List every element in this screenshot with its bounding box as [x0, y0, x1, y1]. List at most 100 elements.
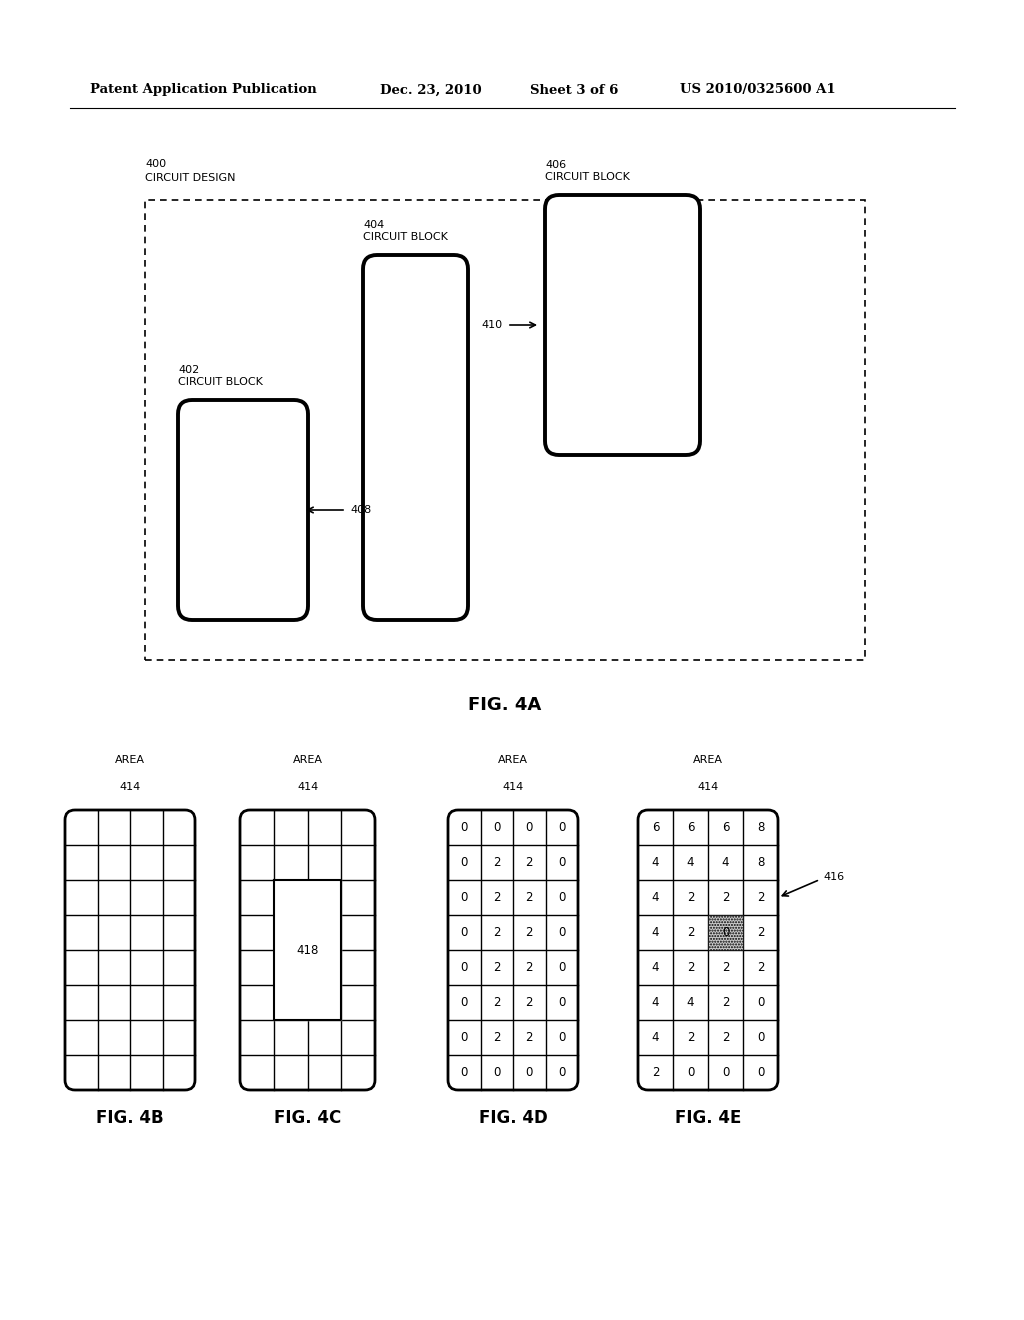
Text: AREA: AREA: [115, 755, 145, 766]
Text: 400: 400: [145, 158, 166, 169]
Text: AREA: AREA: [693, 755, 723, 766]
Text: 0: 0: [558, 961, 565, 974]
Text: FIG. 4B: FIG. 4B: [96, 1109, 164, 1127]
Text: FIG. 4C: FIG. 4C: [274, 1109, 342, 1127]
Text: AREA: AREA: [498, 755, 528, 766]
Text: CIRCUIT BLOCK: CIRCUIT BLOCK: [178, 378, 263, 387]
Text: 0: 0: [525, 1067, 532, 1078]
Text: 414: 414: [697, 781, 719, 792]
FancyBboxPatch shape: [362, 255, 468, 620]
Bar: [145, 201, 865, 660]
Text: 2: 2: [722, 961, 729, 974]
Text: 2: 2: [687, 1031, 694, 1044]
Text: 4: 4: [722, 855, 729, 869]
Text: 0: 0: [461, 821, 468, 834]
Text: 2: 2: [525, 997, 534, 1008]
Text: 0: 0: [461, 1031, 468, 1044]
Text: 404: 404: [362, 220, 384, 230]
FancyBboxPatch shape: [178, 400, 308, 620]
Text: 0: 0: [558, 891, 565, 904]
Text: 0: 0: [494, 1067, 501, 1078]
FancyBboxPatch shape: [638, 810, 778, 1090]
FancyBboxPatch shape: [545, 195, 700, 455]
Text: 2: 2: [525, 855, 534, 869]
Text: 414: 414: [120, 781, 140, 792]
Text: 4: 4: [651, 961, 659, 974]
FancyBboxPatch shape: [449, 810, 578, 1090]
Text: 8: 8: [757, 855, 764, 869]
FancyBboxPatch shape: [65, 810, 195, 1090]
Text: 410: 410: [482, 319, 503, 330]
Text: 6: 6: [687, 821, 694, 834]
Text: 0: 0: [461, 1067, 468, 1078]
Text: 2: 2: [525, 891, 534, 904]
Text: CIRCUIT DESIGN: CIRCUIT DESIGN: [145, 173, 236, 183]
Text: 2: 2: [493, 927, 501, 939]
Text: 4: 4: [651, 997, 659, 1008]
Text: FIG. 4D: FIG. 4D: [478, 1109, 548, 1127]
Text: 0: 0: [494, 821, 501, 834]
Text: 0: 0: [461, 855, 468, 869]
Text: 0: 0: [722, 1067, 729, 1078]
Text: 414: 414: [503, 781, 523, 792]
Text: 4: 4: [651, 1031, 659, 1044]
Text: 0: 0: [687, 1067, 694, 1078]
Text: 2: 2: [722, 997, 729, 1008]
Text: 0: 0: [558, 927, 565, 939]
Text: 0: 0: [525, 821, 532, 834]
Text: 0: 0: [461, 927, 468, 939]
Text: 0: 0: [558, 1067, 565, 1078]
Text: 0: 0: [722, 927, 729, 939]
Text: 0: 0: [558, 1031, 565, 1044]
Text: 2: 2: [687, 891, 694, 904]
Text: 2: 2: [687, 961, 694, 974]
Text: 406: 406: [545, 160, 566, 170]
Text: 416: 416: [823, 873, 844, 883]
Text: 418: 418: [296, 944, 318, 957]
Text: CIRCUIT BLOCK: CIRCUIT BLOCK: [362, 232, 447, 242]
Text: 0: 0: [757, 1067, 764, 1078]
Text: 4: 4: [651, 891, 659, 904]
Text: 2: 2: [757, 961, 764, 974]
Text: 0: 0: [461, 891, 468, 904]
Text: 2: 2: [493, 961, 501, 974]
FancyBboxPatch shape: [240, 810, 375, 1090]
Text: 2: 2: [525, 961, 534, 974]
Text: 8: 8: [757, 821, 764, 834]
Bar: [708, 915, 743, 950]
Text: 2: 2: [722, 1031, 729, 1044]
Text: US 2010/0325600 A1: US 2010/0325600 A1: [680, 83, 836, 96]
Text: 4: 4: [687, 997, 694, 1008]
Text: 0: 0: [558, 821, 565, 834]
Text: 4: 4: [687, 855, 694, 869]
Text: 2: 2: [493, 1031, 501, 1044]
Text: FIG. 4E: FIG. 4E: [675, 1109, 741, 1127]
Text: Patent Application Publication: Patent Application Publication: [90, 83, 316, 96]
Text: 2: 2: [493, 997, 501, 1008]
Text: 0: 0: [461, 961, 468, 974]
Text: 4: 4: [651, 927, 659, 939]
Text: FIG. 4A: FIG. 4A: [468, 696, 542, 714]
Text: 4: 4: [651, 855, 659, 869]
Text: 6: 6: [722, 821, 729, 834]
Text: 0: 0: [558, 855, 565, 869]
Text: 2: 2: [757, 891, 764, 904]
Text: 0: 0: [757, 1031, 764, 1044]
Text: 2: 2: [493, 855, 501, 869]
Text: 2: 2: [525, 1031, 534, 1044]
Text: AREA: AREA: [293, 755, 323, 766]
Text: 402: 402: [178, 366, 200, 375]
Text: 6: 6: [651, 821, 659, 834]
Text: Dec. 23, 2010: Dec. 23, 2010: [380, 83, 481, 96]
Text: 2: 2: [525, 927, 534, 939]
Text: 408: 408: [350, 506, 372, 515]
Bar: [273, 880, 341, 1020]
Text: 2: 2: [722, 891, 729, 904]
Text: 0: 0: [461, 997, 468, 1008]
Text: 2: 2: [493, 891, 501, 904]
Text: CIRCUIT BLOCK: CIRCUIT BLOCK: [545, 172, 630, 182]
Text: 2: 2: [757, 927, 764, 939]
Text: 2: 2: [651, 1067, 659, 1078]
Text: 414: 414: [297, 781, 318, 792]
Text: 2: 2: [687, 927, 694, 939]
